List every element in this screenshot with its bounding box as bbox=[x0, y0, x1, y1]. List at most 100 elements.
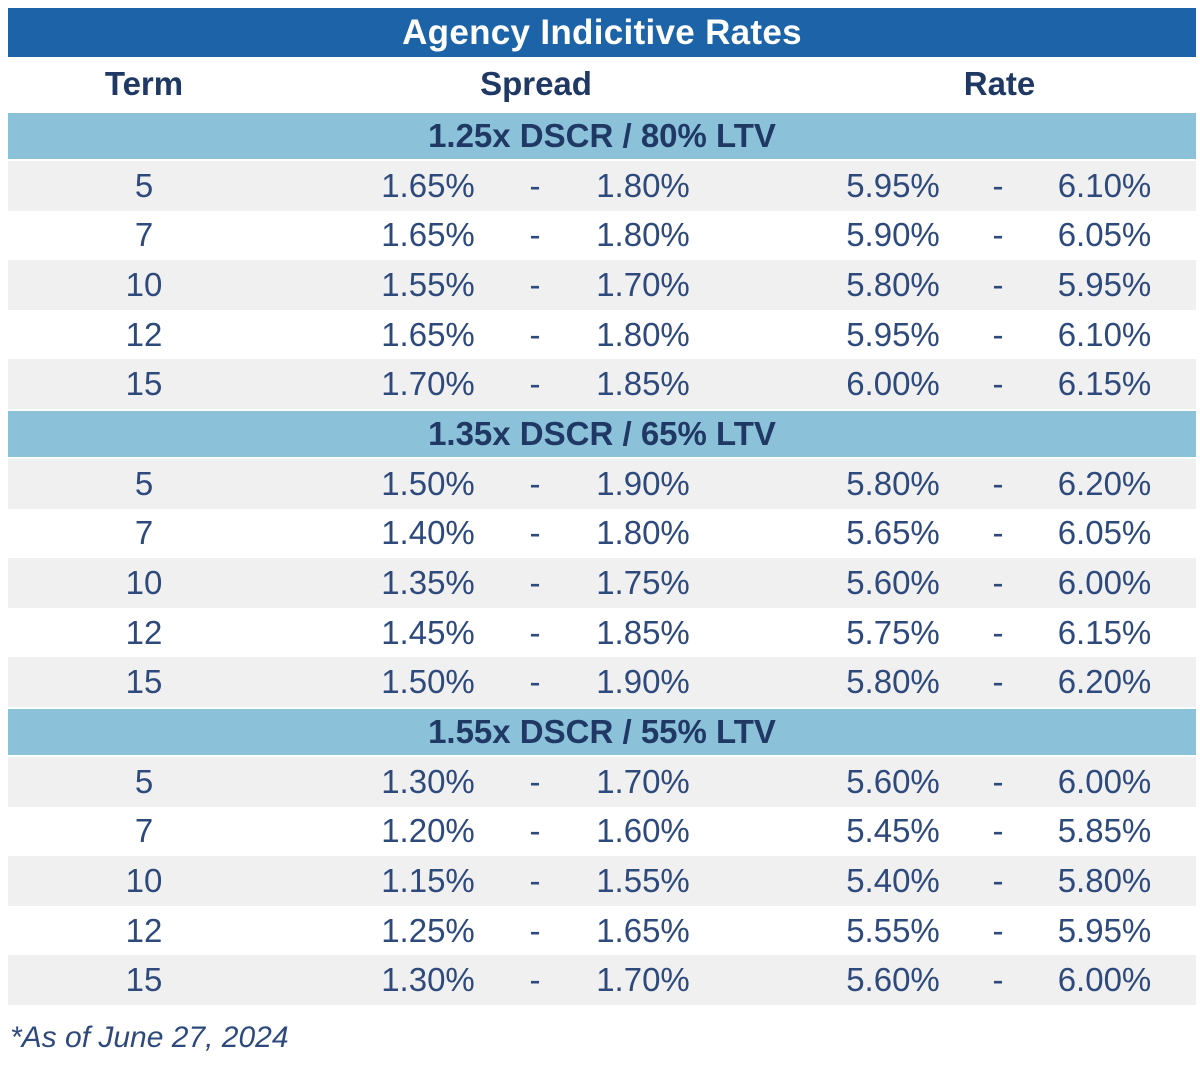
rate-min-cell: 5.60% bbox=[846, 762, 940, 800]
range-dash: - bbox=[529, 663, 541, 701]
rate-max-cell: 6.00% bbox=[1057, 563, 1152, 601]
range-dash: - bbox=[529, 365, 541, 403]
term-cell: 10 bbox=[125, 861, 163, 899]
table-row: 5 1.30% - 1.70% 5.60% - 6.00% bbox=[8, 756, 1196, 807]
section-header: 1.25x DSCR / 80% LTV bbox=[8, 113, 1196, 159]
range-dash: - bbox=[529, 464, 541, 502]
term-cell: 12 bbox=[125, 911, 163, 949]
table-row: 12 1.25% - 1.65% 5.55% - 5.95% bbox=[8, 905, 1196, 956]
footnote: *As of June 27, 2024 bbox=[10, 1020, 289, 1054]
range-dash: - bbox=[992, 911, 1004, 949]
range-dash: - bbox=[992, 216, 1004, 254]
spread-max-cell: 1.60% bbox=[596, 812, 690, 850]
rate-min-cell: 5.95% bbox=[846, 166, 940, 204]
range-dash: - bbox=[992, 514, 1004, 552]
rate-section: 1.25x DSCR / 80% LTV 5 1.65% - 1.80% 5.9… bbox=[8, 113, 1196, 409]
table-row: 7 1.65% - 1.80% 5.90% - 6.05% bbox=[8, 210, 1196, 261]
table-row: 15 1.30% - 1.70% 5.60% - 6.00% bbox=[8, 955, 1196, 1005]
term-cell: 12 bbox=[125, 613, 163, 651]
spread-min-cell: 1.65% bbox=[381, 216, 475, 254]
term-cell: 5 bbox=[134, 464, 154, 502]
rate-max-cell: 6.00% bbox=[1057, 961, 1152, 999]
range-dash: - bbox=[529, 613, 541, 651]
term-cell: 15 bbox=[125, 961, 163, 999]
column-header-spread: Spread bbox=[480, 65, 592, 102]
rate-max-cell: 5.95% bbox=[1057, 911, 1152, 949]
spread-min-cell: 1.15% bbox=[381, 861, 475, 899]
table-row: 7 1.20% - 1.60% 5.45% - 5.85% bbox=[8, 806, 1196, 857]
term-cell: 7 bbox=[134, 216, 154, 254]
rate-max-cell: 6.00% bbox=[1057, 762, 1152, 800]
spread-max-cell: 1.80% bbox=[596, 315, 690, 353]
spread-max-cell: 1.65% bbox=[596, 911, 690, 949]
range-dash: - bbox=[529, 861, 541, 899]
table-sections: 1.25x DSCR / 80% LTV 5 1.65% - 1.80% 5.9… bbox=[8, 113, 1196, 1005]
spread-max-cell: 1.90% bbox=[596, 464, 690, 502]
term-cell: 7 bbox=[134, 812, 154, 850]
column-header-row: Term Spread Rate bbox=[8, 57, 1196, 111]
section-header: 1.55x DSCR / 55% LTV bbox=[8, 708, 1196, 755]
rate-min-cell: 5.60% bbox=[846, 961, 940, 999]
spread-min-cell: 1.25% bbox=[381, 911, 475, 949]
spread-max-cell: 1.80% bbox=[596, 514, 690, 552]
rate-section: 1.35x DSCR / 65% LTV 5 1.50% - 1.90% 5.8… bbox=[8, 410, 1196, 707]
range-dash: - bbox=[529, 911, 541, 949]
spread-max-cell: 1.70% bbox=[596, 265, 690, 303]
range-dash: - bbox=[992, 961, 1004, 999]
table-row: 5 1.65% - 1.80% 5.95% - 6.10% bbox=[8, 161, 1196, 211]
term-cell: 10 bbox=[125, 563, 163, 601]
range-dash: - bbox=[992, 812, 1004, 850]
spread-min-cell: 1.45% bbox=[381, 613, 475, 651]
term-cell: 7 bbox=[134, 514, 154, 552]
term-cell: 5 bbox=[134, 762, 154, 800]
rate-min-cell: 6.00% bbox=[846, 365, 940, 403]
rate-min-cell: 5.90% bbox=[846, 216, 940, 254]
rate-min-cell: 5.40% bbox=[846, 861, 940, 899]
range-dash: - bbox=[529, 961, 541, 999]
spread-min-cell: 1.70% bbox=[381, 365, 475, 403]
section-header-label: 1.55x DSCR / 55% LTV bbox=[428, 712, 776, 750]
spread-min-cell: 1.35% bbox=[381, 563, 475, 601]
section-rows: 5 1.30% - 1.70% 5.60% - 6.00% 7 1.20% - … bbox=[8, 756, 1196, 1005]
range-dash: - bbox=[529, 514, 541, 552]
rate-max-cell: 6.10% bbox=[1057, 315, 1152, 353]
spread-max-cell: 1.70% bbox=[596, 762, 690, 800]
range-dash: - bbox=[529, 216, 541, 254]
rate-max-cell: 6.05% bbox=[1057, 514, 1152, 552]
table-row: 15 1.50% - 1.90% 5.80% - 6.20% bbox=[8, 657, 1196, 707]
term-cell: 15 bbox=[125, 365, 163, 403]
spread-min-cell: 1.50% bbox=[381, 464, 475, 502]
rate-min-cell: 5.75% bbox=[846, 613, 940, 651]
rate-min-cell: 5.95% bbox=[846, 315, 940, 353]
table-row: 10 1.35% - 1.75% 5.60% - 6.00% bbox=[8, 558, 1196, 608]
section-rows: 5 1.65% - 1.80% 5.95% - 6.10% 7 1.65% - … bbox=[8, 161, 1196, 409]
rate-max-cell: 6.15% bbox=[1057, 613, 1152, 651]
range-dash: - bbox=[529, 166, 541, 204]
rate-min-cell: 5.60% bbox=[846, 563, 940, 601]
term-cell: 15 bbox=[125, 663, 163, 701]
range-dash: - bbox=[992, 663, 1004, 701]
rate-max-cell: 5.95% bbox=[1057, 265, 1152, 303]
range-dash: - bbox=[529, 265, 541, 303]
spread-max-cell: 1.90% bbox=[596, 663, 690, 701]
spread-min-cell: 1.65% bbox=[381, 166, 475, 204]
table-row: 5 1.50% - 1.90% 5.80% - 6.20% bbox=[8, 458, 1196, 509]
table-title: Agency Indicitive Rates bbox=[402, 12, 802, 52]
range-dash: - bbox=[529, 762, 541, 800]
spread-max-cell: 1.80% bbox=[596, 216, 690, 254]
range-dash: - bbox=[529, 812, 541, 850]
rate-max-cell: 5.85% bbox=[1057, 812, 1152, 850]
rate-min-cell: 5.55% bbox=[846, 911, 940, 949]
term-cell: 12 bbox=[125, 315, 163, 353]
range-dash: - bbox=[529, 315, 541, 353]
rate-min-cell: 5.80% bbox=[846, 265, 940, 303]
table-row: 12 1.45% - 1.85% 5.75% - 6.15% bbox=[8, 607, 1196, 658]
spread-min-cell: 1.65% bbox=[381, 315, 475, 353]
rate-min-cell: 5.45% bbox=[846, 812, 940, 850]
spread-min-cell: 1.30% bbox=[381, 762, 475, 800]
spread-max-cell: 1.75% bbox=[596, 563, 690, 601]
rate-max-cell: 6.20% bbox=[1057, 663, 1152, 701]
spread-min-cell: 1.40% bbox=[381, 514, 475, 552]
spread-max-cell: 1.85% bbox=[596, 365, 690, 403]
range-dash: - bbox=[992, 464, 1004, 502]
